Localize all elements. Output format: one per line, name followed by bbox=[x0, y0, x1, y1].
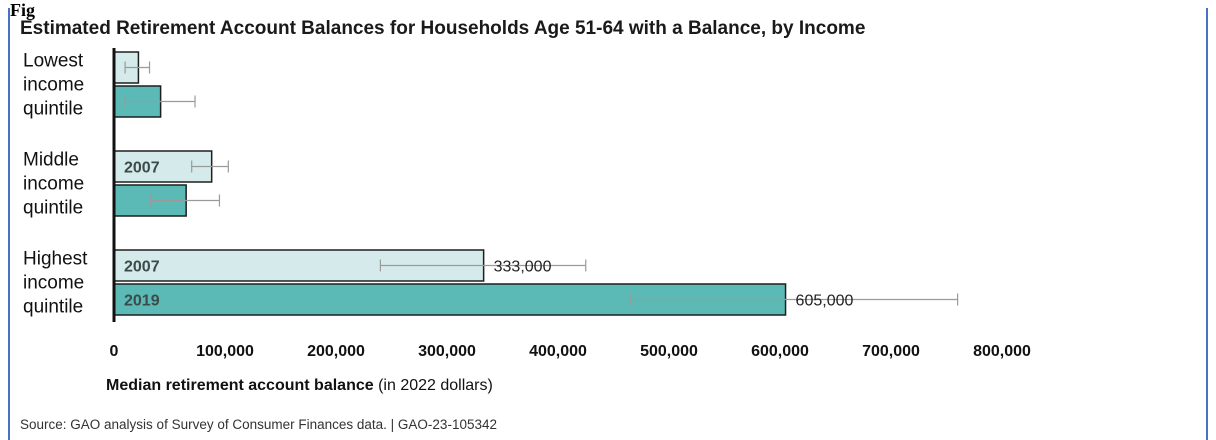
category-label: Middle bbox=[23, 150, 79, 171]
x-axis-label-main: Median retirement account balance bbox=[106, 377, 374, 394]
bar-year-label: 2007 bbox=[124, 160, 160, 177]
x-tick-label: 500,000 bbox=[640, 343, 698, 360]
category-label: quintile bbox=[23, 99, 83, 120]
x-tick-label: 0 bbox=[110, 343, 119, 360]
category-label: Lowest bbox=[23, 51, 84, 72]
category-label: income bbox=[23, 273, 84, 294]
x-tick-label: 200,000 bbox=[307, 343, 365, 360]
source-note: Source: GAO analysis of Survey of Consum… bbox=[20, 417, 497, 432]
figure-label: Fig bbox=[10, 0, 35, 20]
bar-value-label: 605,000 bbox=[796, 293, 854, 310]
x-tick-label: 600,000 bbox=[751, 343, 809, 360]
bar-value-label: 333,000 bbox=[494, 259, 552, 276]
category-label: Highest bbox=[23, 249, 88, 270]
category-label: income bbox=[23, 75, 84, 96]
category-label: quintile bbox=[23, 198, 83, 219]
x-tick-label: 800,000 bbox=[973, 343, 1031, 360]
x-tick-label: 400,000 bbox=[529, 343, 587, 360]
bar-year-label: 2007 bbox=[124, 259, 160, 276]
x-tick-label: 700,000 bbox=[862, 343, 920, 360]
x-tick-label: 300,000 bbox=[418, 343, 476, 360]
category-label: income bbox=[23, 174, 84, 195]
bar-year-label: 2019 bbox=[124, 293, 160, 310]
x-axis-label: Median retirement account balance (in 20… bbox=[106, 377, 493, 394]
chart-title: Estimated Retirement Account Balances fo… bbox=[20, 18, 866, 39]
category-label: quintile bbox=[23, 297, 83, 318]
x-axis-label-unit: (in 2022 dollars) bbox=[374, 377, 493, 394]
x-tick-label: 100,000 bbox=[196, 343, 254, 360]
figure-frame: Fig bbox=[8, 0, 1208, 440]
